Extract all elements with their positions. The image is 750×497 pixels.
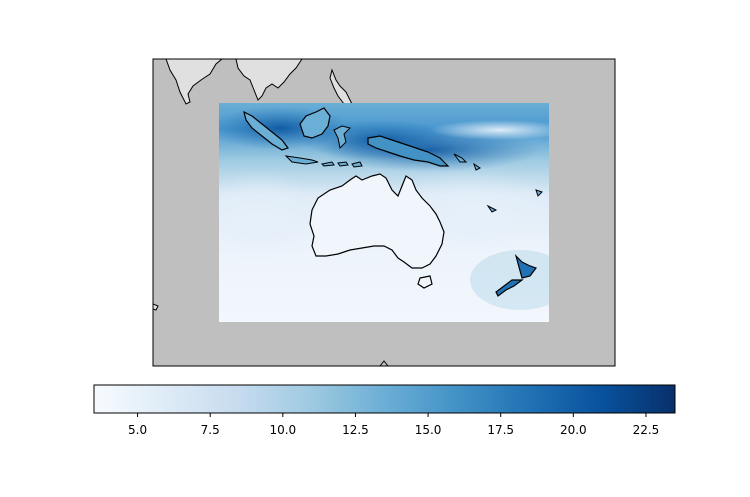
colorbar-ticks: 5.0 7.5 10.0 12.5 15.0 17.5 20.0 22.5 — [128, 413, 659, 437]
pacific-islands — [453, 153, 543, 213]
new-guinea-land — [367, 135, 450, 167]
data-field — [219, 103, 549, 322]
colorbar: 5.0 7.5 10.0 12.5 15.0 17.5 20.0 22.5 — [93, 384, 676, 437]
new-zealand-land — [495, 253, 537, 297]
colorbar-tick-label: 15.0 — [415, 423, 442, 437]
colorbar-gradient — [94, 385, 675, 413]
sunda-islands — [320, 161, 363, 168]
sulawesi-land — [333, 125, 351, 150]
asia-coastline — [165, 59, 223, 105]
borneo-land — [299, 107, 331, 139]
colorbar-tick-label: 20.0 — [560, 423, 587, 437]
outside-land — [153, 59, 389, 366]
java-land — [284, 155, 319, 165]
island-left-coastline — [153, 303, 159, 311]
colorbar-tick-label: 5.0 — [128, 423, 147, 437]
colorbar-tick-label: 12.5 — [342, 423, 369, 437]
indochina-coastline — [235, 59, 303, 101]
colorbar-tick-label: 22.5 — [633, 423, 660, 437]
map-axes — [152, 58, 616, 367]
tasmania-land — [417, 275, 433, 289]
bottom-coast-fragment — [379, 360, 389, 366]
map-frame — [152, 58, 616, 367]
colorbar-tick-label: 7.5 — [201, 423, 220, 437]
colorbar-tick-label: 10.0 — [269, 423, 296, 437]
sumatra-land — [243, 110, 289, 151]
colorbar-frame — [93, 384, 676, 414]
australia-land — [309, 173, 445, 269]
colorbar-tick-label: 17.5 — [487, 423, 514, 437]
